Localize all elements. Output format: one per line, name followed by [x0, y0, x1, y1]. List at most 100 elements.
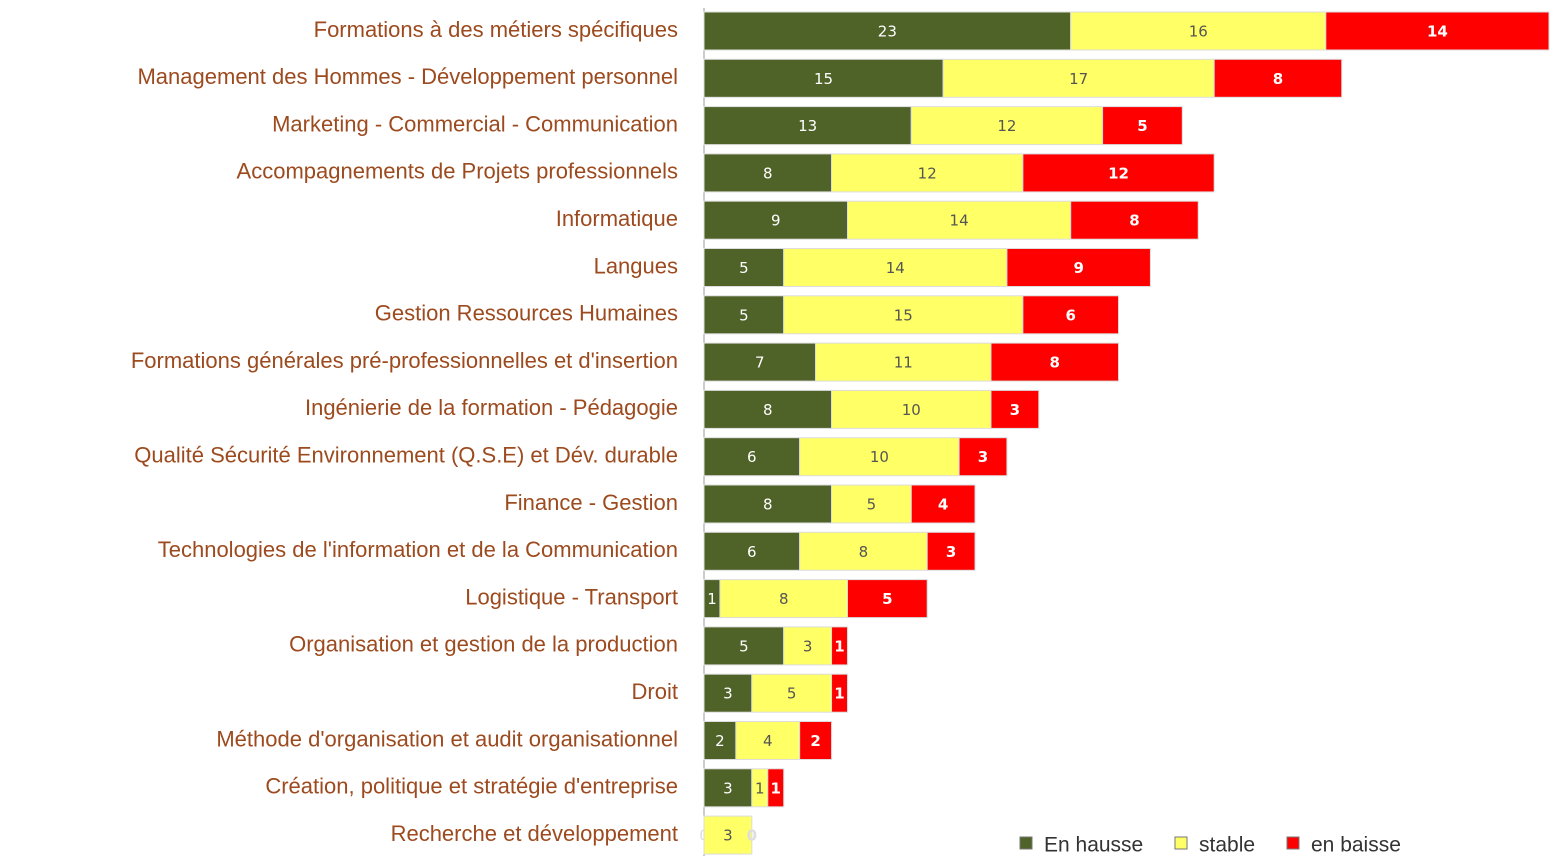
- value-label: 15: [894, 306, 913, 324]
- value-label: 1: [834, 685, 844, 703]
- bar-segment: [990, 389, 1040, 429]
- bar-segment: [703, 531, 801, 571]
- category-label: Recherche et développement: [391, 821, 678, 846]
- bar-segment: [1070, 11, 1327, 51]
- category-label: Droit: [632, 679, 678, 704]
- bar-segment: [990, 342, 1120, 382]
- bar-segment: [703, 248, 785, 287]
- category-label: Finance - Gestion: [504, 490, 678, 515]
- category-label: Ingénierie de la formation - Pédagogie: [305, 395, 678, 420]
- value-label: 4: [938, 496, 948, 514]
- value-label: 12: [1108, 164, 1129, 182]
- category-label: Méthode d'organisation et audit organisa…: [216, 726, 678, 751]
- value-label: 8: [779, 590, 789, 608]
- bar-segment: [751, 673, 833, 713]
- bar-segment: [799, 531, 928, 571]
- value-label: 1: [707, 590, 717, 608]
- value-label: 5: [1137, 117, 1147, 135]
- value-label: 6: [747, 543, 757, 561]
- bar-segment: [703, 200, 848, 240]
- category-label: Langues: [594, 253, 678, 278]
- value-label: 8: [763, 164, 773, 182]
- value-label: 8: [1273, 70, 1283, 88]
- bar-segment: [1022, 153, 1215, 193]
- bar-segment: [703, 389, 833, 429]
- bar-segment: [735, 721, 801, 760]
- bar-segment: [703, 673, 753, 713]
- bar-segment: [703, 626, 785, 666]
- value-label: 9: [1073, 259, 1083, 277]
- value-label: 15: [814, 70, 833, 88]
- value-label: 5: [867, 496, 877, 514]
- category-label: Informatique: [556, 206, 678, 231]
- category-label: Formations générales pré-professionnelle…: [131, 348, 678, 373]
- value-label: 1: [834, 637, 844, 655]
- bar-segment: [831, 626, 848, 666]
- category-label: Gestion Ressources Humaines: [375, 301, 678, 326]
- bar-segment: [1022, 295, 1120, 335]
- value-label: 5: [739, 637, 749, 655]
- category-label: Management des Hommes - Développement pe…: [137, 64, 678, 89]
- value-label: 3: [723, 779, 733, 797]
- legend-label: en baisse: [1311, 834, 1401, 856]
- value-label: 12: [918, 164, 937, 182]
- bar-segment: [1213, 58, 1343, 98]
- bar-segment: [783, 295, 1024, 335]
- bar-segment: [703, 484, 833, 524]
- bar-segment: [783, 626, 833, 666]
- legend-label: En hausse: [1044, 834, 1143, 856]
- category-label: Marketing - Commercial - Communication: [272, 111, 678, 136]
- bar-segment: [703, 768, 753, 808]
- value-label: 0: [747, 827, 757, 845]
- value-label: 2: [715, 732, 725, 750]
- bar-segment: [831, 389, 992, 429]
- value-label: 5: [739, 259, 749, 277]
- legend-swatch: [1286, 836, 1300, 850]
- bar-segment: [703, 153, 833, 193]
- value-label: 3: [803, 637, 813, 655]
- bar-segment: [831, 484, 912, 524]
- value-label: 11: [894, 354, 913, 372]
- bar-segment: [703, 815, 753, 855]
- value-label: 1: [755, 779, 765, 797]
- bar-segment: [767, 768, 785, 808]
- value-label: 1: [771, 779, 781, 797]
- bar-segment: [1006, 248, 1151, 287]
- category-label: Création, politique et stratégie d'entre…: [265, 774, 678, 799]
- value-label: 6: [1065, 306, 1075, 324]
- value-label: 9: [771, 212, 781, 230]
- value-label: 5: [787, 685, 797, 703]
- bar-segment: [1070, 200, 1199, 240]
- value-label: 2: [810, 732, 820, 750]
- value-label: 16: [1189, 23, 1208, 41]
- bar-segment: [1325, 11, 1550, 51]
- bar-segment: [926, 531, 976, 571]
- value-label: 5: [739, 306, 749, 324]
- value-label: 4: [763, 732, 773, 750]
- bar-segment: [799, 437, 960, 477]
- bar-segment: [846, 200, 1072, 240]
- value-label: 3: [723, 685, 733, 703]
- value-label: 3: [1010, 401, 1020, 419]
- value-label: 14: [950, 212, 969, 230]
- value-label: 12: [997, 117, 1016, 135]
- value-label: 17: [1069, 70, 1088, 88]
- value-label: 8: [1129, 212, 1139, 230]
- bar-segment: [910, 484, 976, 524]
- value-label: 10: [870, 448, 889, 466]
- bar-segment: [846, 579, 928, 619]
- bar-segment: [831, 673, 848, 713]
- value-label: 3: [946, 543, 956, 561]
- value-label: 8: [859, 543, 869, 561]
- category-label: Organisation et gestion de la production: [289, 632, 678, 657]
- value-label: 6: [747, 448, 757, 466]
- category-label: Formations à des métiers spécifiques: [314, 17, 678, 42]
- bar-segment: [958, 437, 1008, 477]
- value-label: 3: [723, 827, 733, 845]
- value-label: 8: [763, 496, 773, 514]
- value-label: 8: [1050, 354, 1060, 372]
- bar-segment: [815, 342, 992, 382]
- value-label: 23: [878, 23, 897, 41]
- legend-swatch: [1019, 836, 1033, 850]
